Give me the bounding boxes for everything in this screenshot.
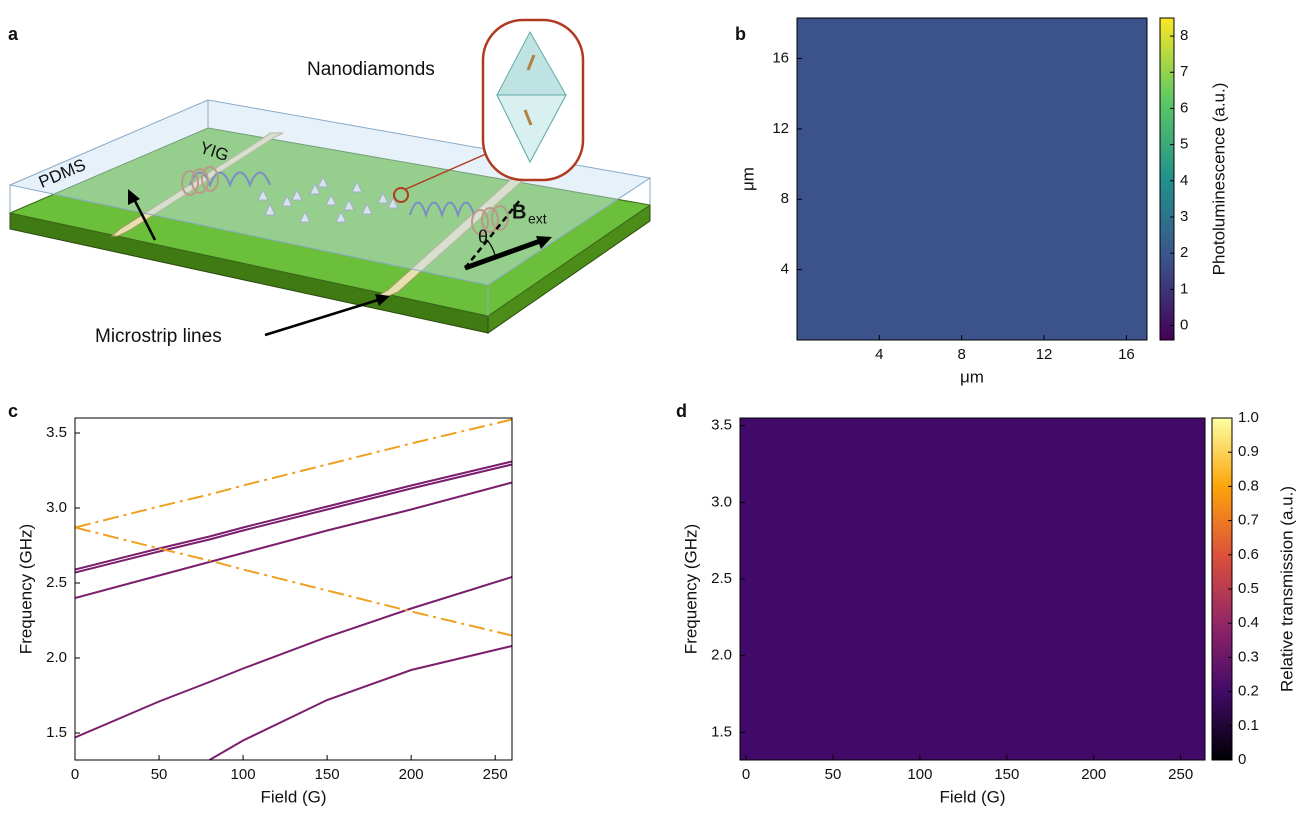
y-tick-label: 16: [772, 49, 789, 66]
colorbar-tick-label: 0.8: [1238, 477, 1259, 494]
y-tick-label: 1.5: [46, 724, 67, 741]
series-line: [208, 645, 512, 760]
series-line: [75, 463, 512, 574]
colorbar-tick-label: 0.6: [1238, 546, 1259, 563]
colorbar-tick-label: 0: [1180, 316, 1188, 333]
x-axis-label: Field (G): [939, 787, 1005, 806]
panel-label: a: [8, 24, 19, 44]
colorbar-tick-label: 0.1: [1238, 717, 1259, 734]
colorbar-tick-label: 0.9: [1238, 443, 1259, 460]
image-area: [740, 418, 1205, 760]
x-tick-label: 12: [1036, 346, 1053, 363]
x-tick-label: 50: [825, 766, 842, 783]
plot-frame: [796, 17, 1148, 341]
colorbar-tick-label: 1.0: [1238, 409, 1259, 426]
x-tick-label: 250: [1168, 766, 1193, 783]
x-tick-label: 4: [875, 346, 883, 363]
x-tick-label: 200: [1081, 766, 1106, 783]
series-line: [75, 576, 512, 739]
colorbar-tick-label: 8: [1180, 27, 1188, 44]
callout-label: Nanodiamonds: [307, 59, 435, 80]
x-tick-label: 200: [399, 766, 424, 783]
colorbar: [1159, 17, 1175, 341]
x-tick-label: 8: [958, 346, 966, 363]
colorbar-tick-label: 0.3: [1238, 648, 1259, 665]
y-tick-label: 1.5: [711, 723, 732, 740]
colorbar-tick-label: 0.7: [1238, 512, 1259, 529]
x-tick-label: 100: [231, 766, 256, 783]
x-tick-label: 16: [1118, 346, 1135, 363]
colorbar-tick-label: 0: [1238, 751, 1246, 768]
y-tick-label: 2.5: [711, 570, 732, 587]
colorbar-tick-label: 5: [1180, 136, 1188, 153]
y-axis-label: μm: [738, 167, 757, 191]
colorbar-label: Photoluminescence (a.u.): [1209, 83, 1228, 276]
x-tick-label: 50: [151, 766, 168, 783]
x-axis-label: Field (G): [260, 787, 326, 806]
x-tick-label: 250: [483, 766, 508, 783]
y-tick-label: 2.5: [46, 574, 67, 591]
series-line: [75, 418, 512, 529]
series-line: [75, 481, 512, 599]
y-tick-label: 3.0: [46, 499, 67, 516]
colorbar-tick-label: 0.4: [1238, 614, 1259, 631]
x-tick-label: 0: [71, 766, 79, 783]
colorbar-tick-label: 6: [1180, 99, 1188, 116]
panel-label: c: [8, 401, 18, 421]
panel-label: b: [735, 24, 746, 44]
series-line: [75, 460, 512, 571]
plot-frame: [739, 417, 1206, 761]
y-tick-label: 8: [781, 190, 789, 207]
y-tick-label: 2.0: [711, 647, 732, 664]
panel-label: d: [676, 401, 687, 421]
colorbar-tick-label: 1: [1180, 280, 1188, 297]
y-axis-label: Frequency (GHz): [16, 524, 35, 654]
image-area: [797, 18, 1147, 340]
x-axis-label: μm: [960, 367, 984, 386]
colorbar-tick-label: 0.2: [1238, 683, 1259, 700]
field-label: B: [512, 201, 526, 223]
lines-label: Microstrip lines: [95, 326, 222, 347]
y-axis-label: Frequency (GHz): [681, 524, 700, 654]
colorbar-label: Relative transmission (a.u.): [1277, 486, 1296, 692]
schematic: [8, 18, 652, 337]
y-tick-label: 3.0: [711, 493, 732, 510]
x-tick-label: 150: [994, 766, 1019, 783]
x-tick-label: 0: [742, 766, 750, 783]
y-tick-label: 3.5: [46, 424, 67, 441]
colorbar-tick-label: 4: [1180, 172, 1188, 189]
series-line: [75, 526, 512, 637]
y-tick-label: 12: [772, 120, 789, 137]
x-tick-label: 150: [315, 766, 340, 783]
field-sub-label: ext: [528, 211, 547, 227]
y-tick-label: 3.5: [711, 417, 732, 434]
plot-frame: [74, 417, 513, 761]
colorbar-tick-label: 7: [1180, 63, 1188, 80]
angle-label: θ: [478, 227, 488, 247]
colorbar-tick-label: 2: [1180, 244, 1188, 261]
y-tick-label: 4: [781, 261, 789, 278]
colorbar-tick-label: 3: [1180, 208, 1188, 225]
x-tick-label: 100: [907, 766, 932, 783]
colorbar-tick-label: 0.5: [1238, 580, 1259, 597]
y-tick-label: 2.0: [46, 649, 67, 666]
